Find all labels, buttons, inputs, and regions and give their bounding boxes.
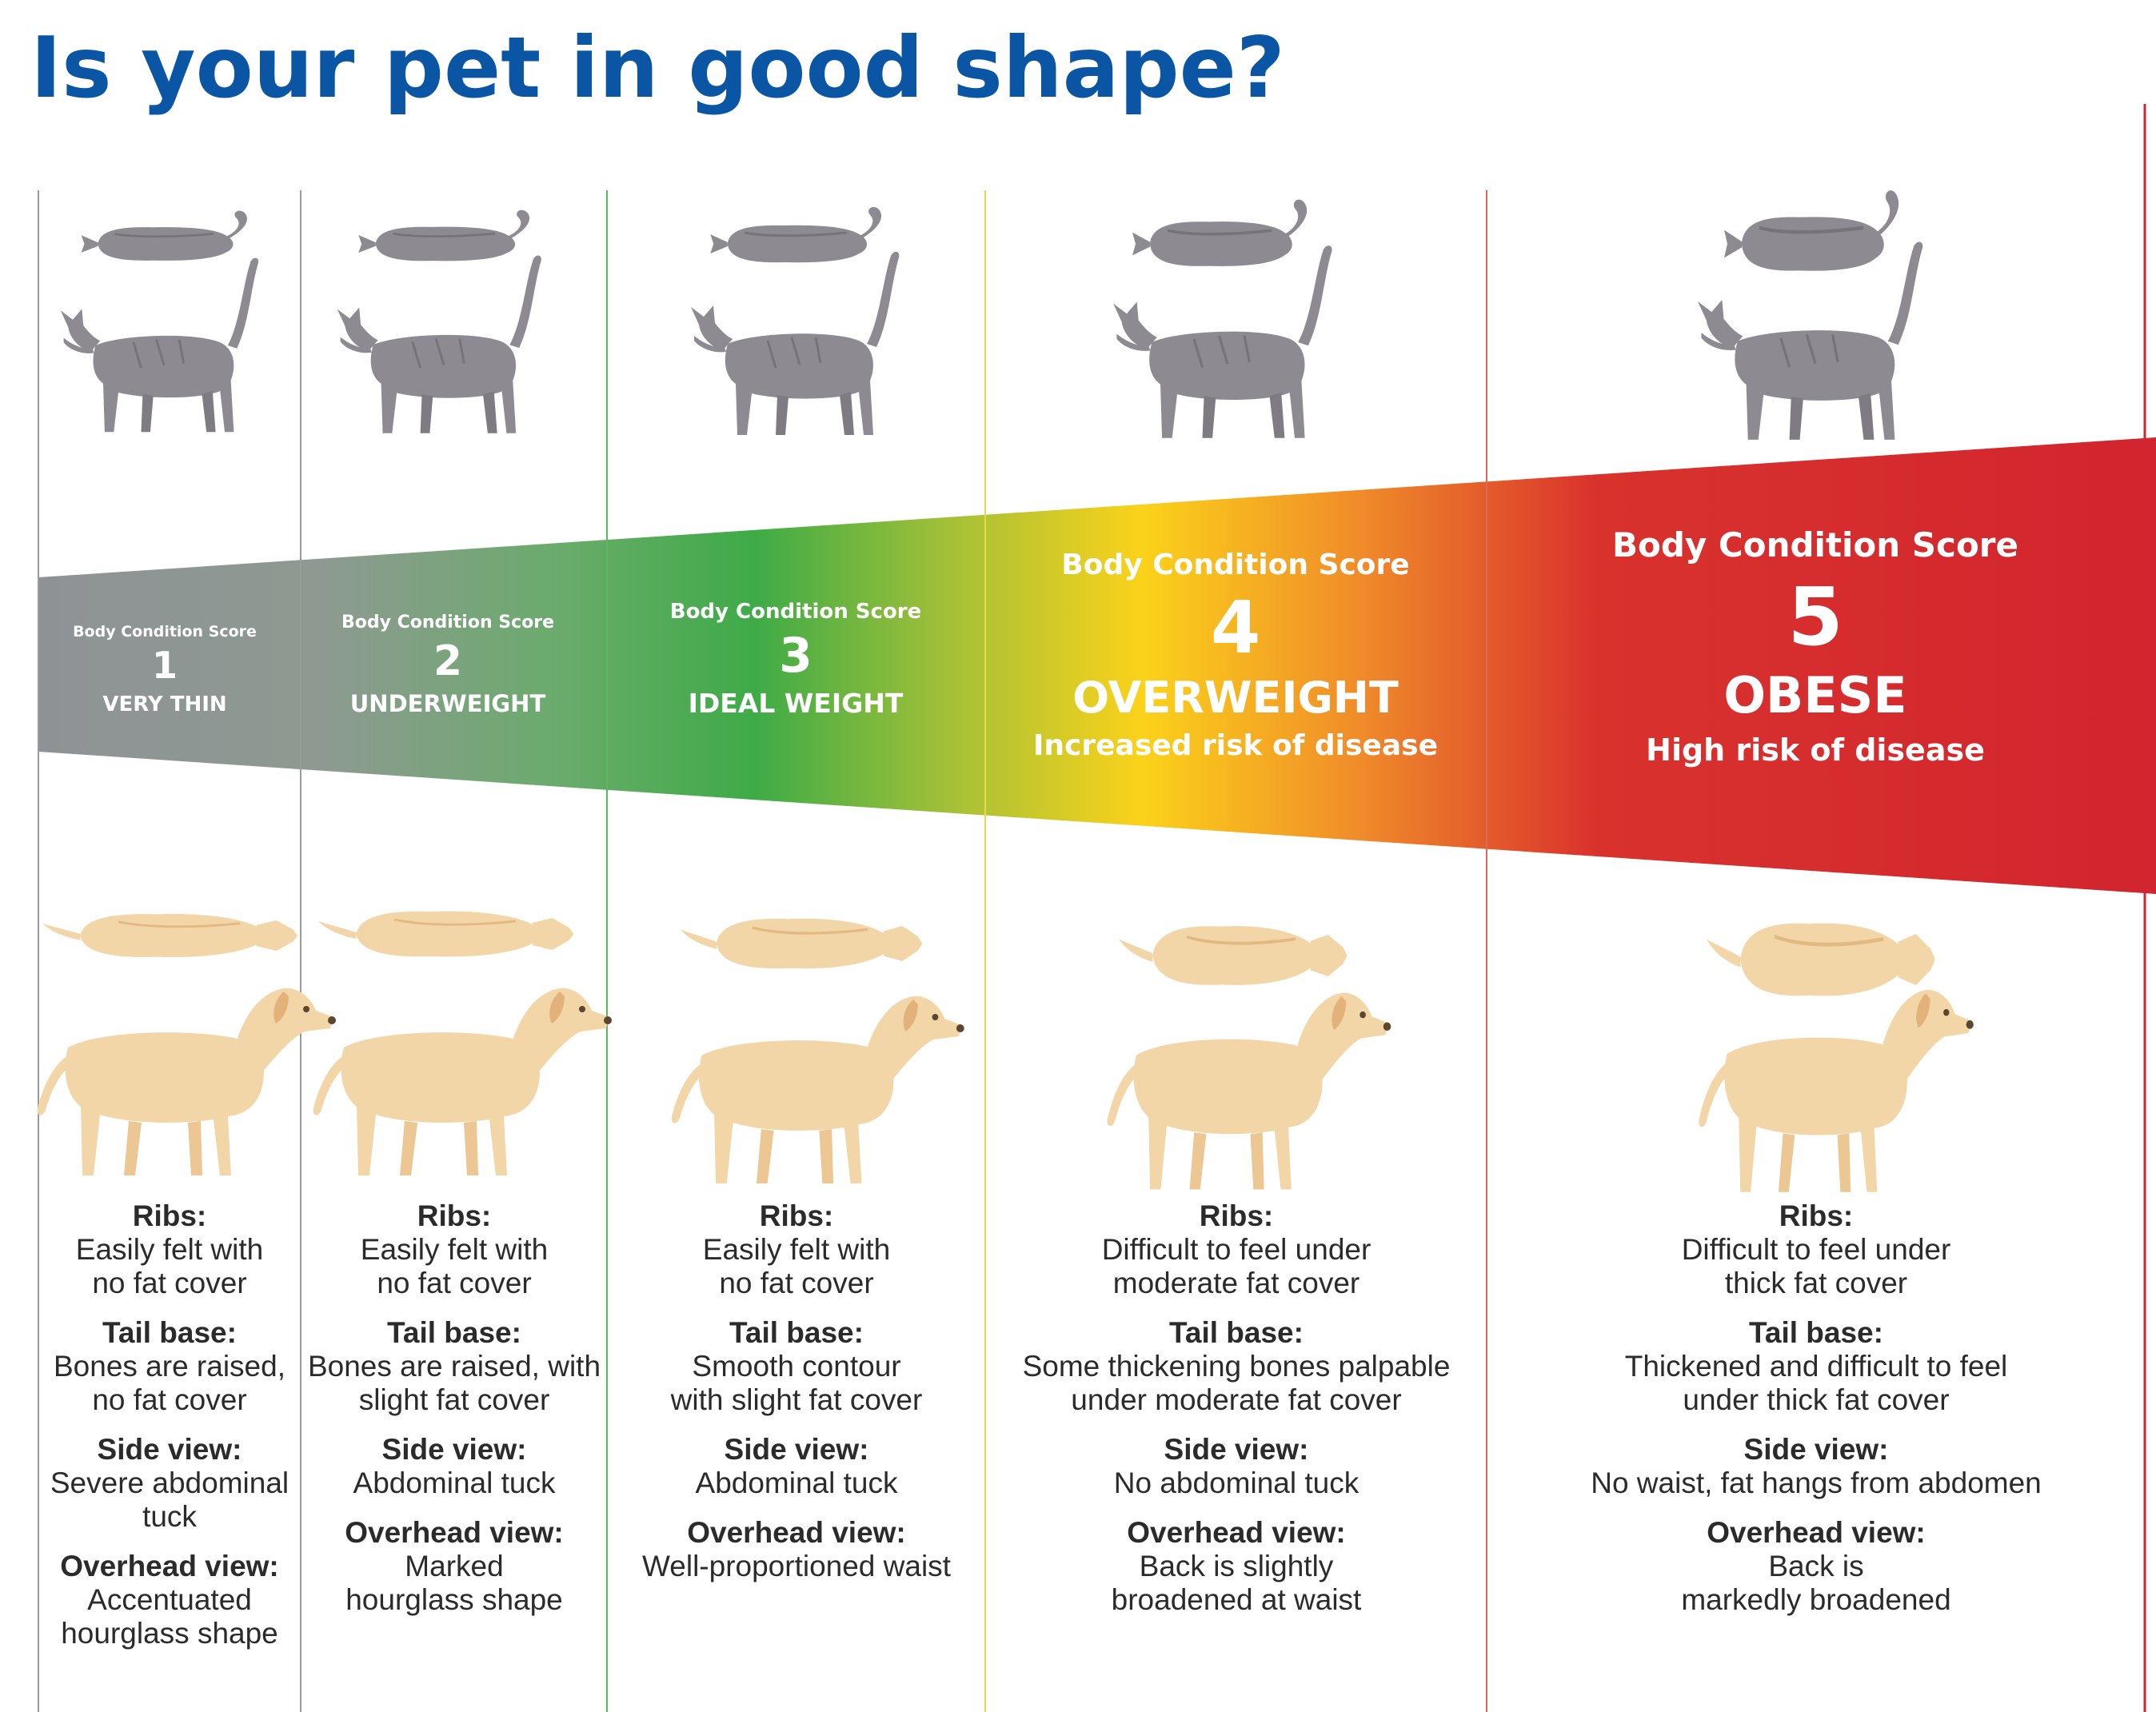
ribs-text: Easily felt with no fat cover bbox=[75, 1233, 264, 1299]
score-number: 1 bbox=[151, 644, 178, 687]
description-column-1: Ribs: Easily felt with no fat cover Tail … bbox=[40, 1199, 299, 1666]
score-label: Body Condition Score bbox=[341, 613, 555, 633]
overhead-view-text: Back is markedly broadened bbox=[1681, 1550, 1951, 1616]
score-category: IDEAL WEIGHT bbox=[688, 688, 904, 719]
side-view-heading: Side view: bbox=[1743, 1433, 1889, 1466]
score-number: 4 bbox=[1210, 586, 1261, 670]
score-band bbox=[38, 437, 2156, 894]
dog-overhead-icon bbox=[1707, 924, 1935, 996]
tail-base-heading: Tail base: bbox=[102, 1316, 237, 1349]
description-column-5: Ribs: Difficult to feel under thick fat c… bbox=[1489, 1199, 2143, 1633]
overhead-view-text: Well-proportioned waist bbox=[642, 1550, 951, 1582]
dog-overhead-icon bbox=[41, 912, 299, 959]
side-view-text: No abdominal tuck bbox=[1113, 1467, 1359, 1499]
description-column-3: Ribs: Easily felt with no fat cover Tail … bbox=[609, 1199, 984, 1599]
dog-side-icon bbox=[671, 996, 964, 1183]
score-risk: Increased risk of disease bbox=[1033, 729, 1438, 762]
ribs-heading: Ribs: bbox=[759, 1199, 834, 1232]
cat-overhead-icon bbox=[357, 209, 531, 262]
tail-base-text: Bones are raised, with slight fat cover bbox=[307, 1350, 601, 1416]
overhead-view-text: Accentuated hourglass shape bbox=[61, 1583, 278, 1650]
ribs-text: Easily felt with no fat cover bbox=[360, 1233, 549, 1299]
cat-overhead-icon bbox=[1131, 198, 1308, 268]
cat-side-icon bbox=[689, 250, 900, 437]
description-column-4: Ribs: Difficult to feel under moderate fa… bbox=[988, 1199, 1485, 1633]
description-column-2: Ribs: Easily felt with no fat cover Tail … bbox=[302, 1199, 606, 1633]
score-risk: High risk of disease bbox=[1646, 732, 1985, 768]
dog-overhead-icon bbox=[317, 910, 575, 958]
side-view-text: Abdominal tuck bbox=[353, 1467, 556, 1499]
score-label: Body Condition Score bbox=[1061, 549, 1410, 581]
page-title: Is your pet in good shape? bbox=[30, 19, 1285, 117]
score-category: VERY THIN bbox=[102, 692, 227, 716]
score-block-5: Body Condition Score 5 OBESE High risk o… bbox=[1495, 520, 2135, 772]
tail-base-text: Smooth contour with slight fat cover bbox=[670, 1350, 923, 1416]
dog-side-icon bbox=[37, 988, 337, 1175]
score-label: Body Condition Score bbox=[669, 600, 922, 624]
dog-side-icon bbox=[1699, 989, 1974, 1192]
tail-base-text: Some thickening bones palpable under mod… bbox=[1022, 1350, 1451, 1416]
tail-base-heading: Tail base: bbox=[1749, 1316, 1883, 1349]
overhead-view-text: Marked hourglass shape bbox=[345, 1550, 563, 1616]
cat-side-icon bbox=[1696, 240, 1924, 441]
side-view-heading: Side view: bbox=[97, 1433, 242, 1466]
ribs-text: Easily felt with no fat cover bbox=[702, 1233, 891, 1299]
tail-base-heading: Tail base: bbox=[729, 1316, 864, 1349]
score-label: Body Condition Score bbox=[73, 623, 257, 641]
cat-overhead-icon bbox=[80, 210, 249, 262]
dog-overhead-icon bbox=[679, 917, 924, 970]
side-view-text: Severe abdominal tuck bbox=[50, 1467, 289, 1533]
overhead-view-heading: Overhead view: bbox=[1707, 1516, 1926, 1549]
side-view-text: No waist, fat hangs from abdomen bbox=[1591, 1467, 2042, 1499]
score-block-3: Body Condition Score 3 IDEAL WEIGHT bbox=[616, 596, 976, 724]
ribs-text: Difficult to feel under moderate fat cov… bbox=[1101, 1233, 1371, 1299]
side-view-text: Abdominal tuck bbox=[695, 1467, 898, 1499]
overhead-view-heading: Overhead view: bbox=[345, 1516, 564, 1549]
score-category: OVERWEIGHT bbox=[1072, 672, 1399, 723]
ribs-heading: Ribs: bbox=[132, 1199, 207, 1232]
ribs-text: Difficult to feel under thick fat cover bbox=[1681, 1233, 1951, 1299]
overhead-view-text: Back is slightly broadened at waist bbox=[1111, 1550, 1362, 1616]
score-block-4: Body Condition Score 4 OVERWEIGHT Increa… bbox=[992, 544, 1479, 766]
dog-side-icon bbox=[313, 988, 612, 1175]
cat-side-icon bbox=[336, 254, 543, 435]
score-number: 2 bbox=[433, 637, 463, 685]
dog-overhead-icon bbox=[1117, 924, 1349, 987]
score-block-2: Body Condition Score 2 UNDERWEIGHT bbox=[312, 609, 584, 721]
dog-side-icon bbox=[1107, 992, 1391, 1190]
overhead-view-heading: Overhead view: bbox=[687, 1516, 906, 1549]
ribs-heading: Ribs: bbox=[1779, 1199, 1854, 1232]
score-number: 3 bbox=[779, 628, 812, 684]
cat-overhead-icon bbox=[709, 206, 883, 264]
score-label: Body Condition Score bbox=[1611, 525, 2019, 565]
overhead-view-heading: Overhead view: bbox=[1127, 1516, 1346, 1549]
tail-base-text: Bones are raised, no fat cover bbox=[53, 1350, 285, 1416]
cat-overhead-icon bbox=[1724, 190, 1898, 271]
tail-base-heading: Tail base: bbox=[387, 1316, 521, 1349]
side-view-heading: Side view: bbox=[1164, 1433, 1309, 1466]
score-block-1: Body Condition Score 1 VERY THIN bbox=[46, 620, 283, 722]
ribs-heading: Ribs: bbox=[417, 1199, 492, 1232]
score-category: UNDERWEIGHT bbox=[349, 690, 546, 717]
score-number: 5 bbox=[1787, 570, 1843, 664]
side-view-heading: Side view: bbox=[381, 1433, 527, 1466]
side-view-heading: Side view: bbox=[724, 1433, 869, 1466]
overhead-view-heading: Overhead view: bbox=[60, 1550, 279, 1582]
ribs-heading: Ribs: bbox=[1199, 1199, 1274, 1232]
tail-base-heading: Tail base: bbox=[1169, 1316, 1304, 1349]
cat-side-icon bbox=[59, 257, 260, 433]
tail-base-text: Thickened and difficult to feel under th… bbox=[1624, 1350, 2008, 1416]
score-category: OBESE bbox=[1723, 666, 1907, 724]
cat-side-icon bbox=[1112, 244, 1334, 440]
